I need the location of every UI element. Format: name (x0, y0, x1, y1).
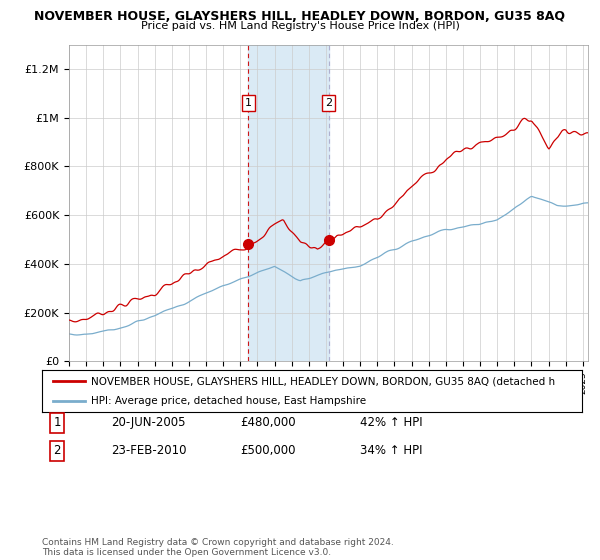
Text: Contains HM Land Registry data © Crown copyright and database right 2024.
This d: Contains HM Land Registry data © Crown c… (42, 538, 394, 557)
Text: Price paid vs. HM Land Registry's House Price Index (HPI): Price paid vs. HM Land Registry's House … (140, 21, 460, 31)
Text: 1: 1 (245, 98, 252, 108)
Text: 1: 1 (53, 416, 61, 430)
Text: 20-JUN-2005: 20-JUN-2005 (111, 416, 185, 430)
Text: £500,000: £500,000 (240, 444, 296, 458)
Text: 2: 2 (325, 98, 332, 108)
Text: 2: 2 (53, 444, 61, 458)
Text: 23-FEB-2010: 23-FEB-2010 (111, 444, 187, 458)
Text: 34% ↑ HPI: 34% ↑ HPI (360, 444, 422, 458)
Text: NOVEMBER HOUSE, GLAYSHERS HILL, HEADLEY DOWN, BORDON, GU35 8AQ (detached h: NOVEMBER HOUSE, GLAYSHERS HILL, HEADLEY … (91, 376, 555, 386)
Bar (248, 45, 329, 361)
Text: £480,000: £480,000 (240, 416, 296, 430)
Text: NOVEMBER HOUSE, GLAYSHERS HILL, HEADLEY DOWN, BORDON, GU35 8AQ: NOVEMBER HOUSE, GLAYSHERS HILL, HEADLEY … (35, 10, 566, 22)
Text: 42% ↑ HPI: 42% ↑ HPI (360, 416, 422, 430)
Text: HPI: Average price, detached house, East Hampshire: HPI: Average price, detached house, East… (91, 396, 366, 406)
